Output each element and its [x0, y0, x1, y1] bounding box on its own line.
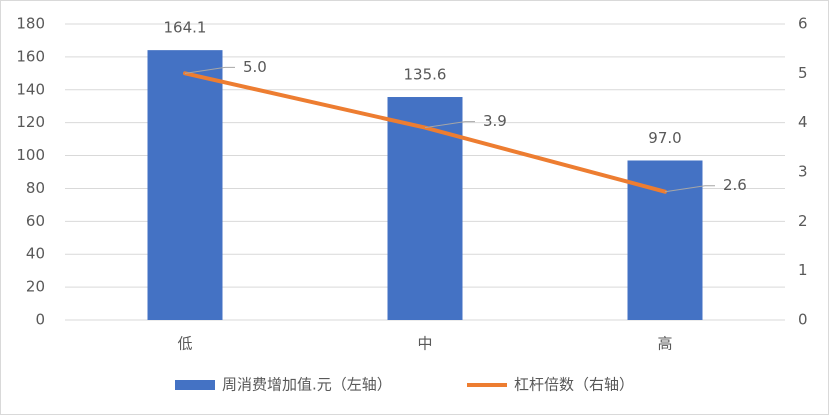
leader-line [664, 185, 715, 193]
bar [387, 97, 463, 320]
legend-label: 周消费增加值.元（左轴） [222, 376, 392, 394]
value-label: 164.1 [164, 19, 207, 37]
y-tick-label: 140 [16, 80, 45, 98]
y-tick-label: 40 [26, 245, 45, 263]
bar [147, 50, 223, 320]
y-tick-label: 20 [26, 278, 45, 296]
value-label: 97.0 [648, 129, 681, 147]
value-label: 3.9 [483, 112, 507, 130]
y2-tick-label: 2 [798, 212, 808, 230]
y2-tick-label: 6 [798, 15, 808, 33]
y-tick-label: 160 [16, 47, 45, 65]
legend-label: 杠杆倍数（右轴） [514, 376, 634, 394]
y-tick-label: 0 [35, 311, 45, 329]
value-label: 2.6 [723, 176, 747, 194]
leader-line [424, 121, 475, 129]
value-label: 135.6 [404, 66, 447, 84]
leader-line [184, 66, 235, 74]
legend-swatch [175, 380, 215, 390]
value-label: 5.0 [243, 58, 267, 76]
y2-tick-label: 3 [798, 163, 808, 181]
y-tick-label: 80 [26, 179, 45, 197]
y-tick-label: 100 [16, 146, 45, 164]
y2-tick-label: 1 [798, 261, 808, 279]
x-tick-label: 高 [657, 335, 672, 353]
y-tick-label: 120 [16, 113, 45, 131]
y2-tick-label: 0 [798, 311, 808, 329]
y2-tick-label: 4 [798, 113, 808, 131]
y-tick-label: 60 [26, 212, 45, 230]
x-tick-label: 中 [417, 335, 432, 353]
y-tick-label: 180 [16, 15, 45, 33]
x-tick-label: 低 [177, 335, 192, 353]
y2-tick-label: 5 [798, 64, 808, 82]
